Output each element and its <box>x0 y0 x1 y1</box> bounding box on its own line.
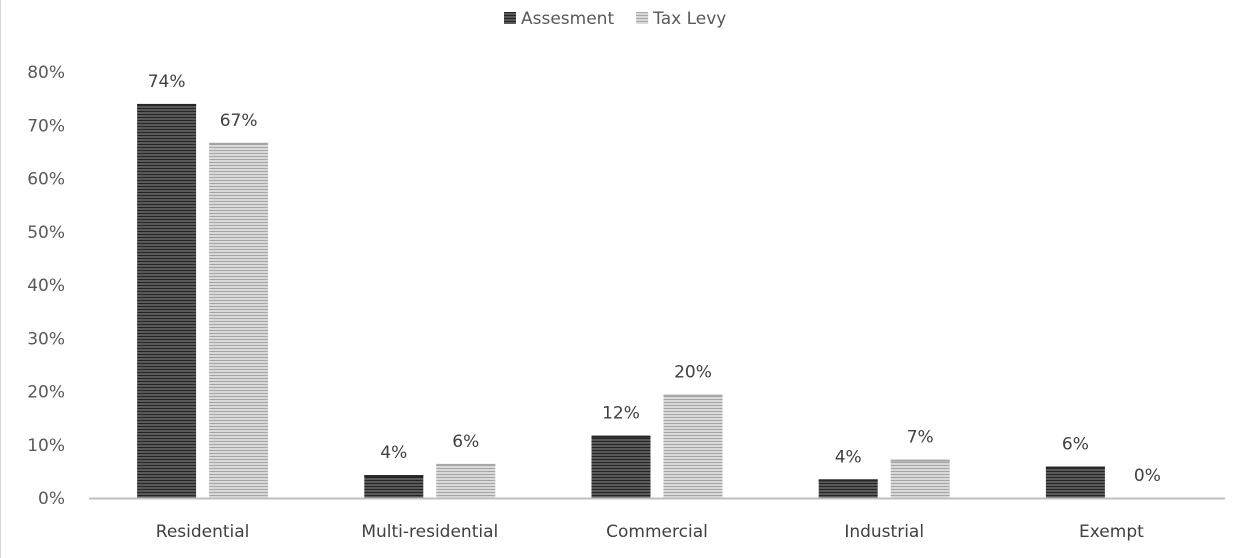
bar-top-edge <box>818 479 878 482</box>
y-tick-label: 0% <box>38 489 65 509</box>
bar-tax-levy-residential <box>209 142 269 498</box>
data-label: 6% <box>1062 435 1089 455</box>
bar-tax-levy-industrial <box>890 459 950 498</box>
y-tick-label: 80% <box>27 63 65 83</box>
bar-top-edge <box>591 435 651 438</box>
bar-top-edge <box>137 103 197 106</box>
bar-tax-levy-commercial <box>663 394 723 498</box>
y-tick-label: 20% <box>27 383 65 403</box>
x-tick-label: Industrial <box>844 522 924 542</box>
bar-top-edge <box>890 459 950 462</box>
data-label: 4% <box>380 443 407 463</box>
y-tick-label: 30% <box>27 329 65 349</box>
data-label: 4% <box>835 447 862 467</box>
bar-assesment-residential <box>137 103 197 498</box>
y-tick-label: 50% <box>27 223 65 243</box>
bar-top-edge <box>1045 466 1105 469</box>
x-tick-label: Exempt <box>1079 522 1144 542</box>
bar-top-edge <box>209 142 269 145</box>
data-label: 0% <box>1134 466 1161 486</box>
legend-swatch <box>504 12 516 24</box>
y-axis: 0% 10% 20% 30% 40% 50% 60% 70% 80% <box>27 63 65 509</box>
legend: Assesment Tax Levy <box>504 9 726 29</box>
y-tick-label: 10% <box>27 436 65 456</box>
bar-assesment-exempt <box>1045 466 1105 498</box>
data-label: 12% <box>602 404 640 424</box>
x-axis: Residential Multi-residential Commercial In… <box>89 497 1225 542</box>
y-tick-label: 70% <box>27 116 65 136</box>
bar-assesment-industrial <box>818 479 878 498</box>
bar-tax-levy-multi-residential <box>436 463 496 498</box>
y-tick-label: 60% <box>27 170 65 190</box>
bar-top-edge <box>663 394 723 397</box>
bar-assesment-commercial <box>591 435 651 498</box>
x-tick-label: Multi-residential <box>361 522 498 542</box>
legend-label: Tax Levy <box>652 9 726 29</box>
y-tick-label: 40% <box>27 276 65 296</box>
data-label: 7% <box>907 428 934 448</box>
data-labels: 74% 67% 4% 6% 12% 20% 4% 7% 6% 0% <box>148 72 1161 486</box>
data-label: 6% <box>452 432 479 452</box>
bars <box>137 103 1105 498</box>
bar-top-edge <box>436 463 496 466</box>
x-tick-label: Commercial <box>606 522 708 542</box>
data-label: 67% <box>220 111 258 131</box>
x-tick-label: Residential <box>156 522 250 542</box>
legend-swatch <box>636 12 649 24</box>
legend-label: Assesment <box>521 9 614 29</box>
bar-assesment-multi-residential <box>364 475 424 498</box>
data-label: 74% <box>148 72 186 92</box>
data-label: 20% <box>674 363 712 383</box>
bar-top-edge <box>364 475 424 478</box>
